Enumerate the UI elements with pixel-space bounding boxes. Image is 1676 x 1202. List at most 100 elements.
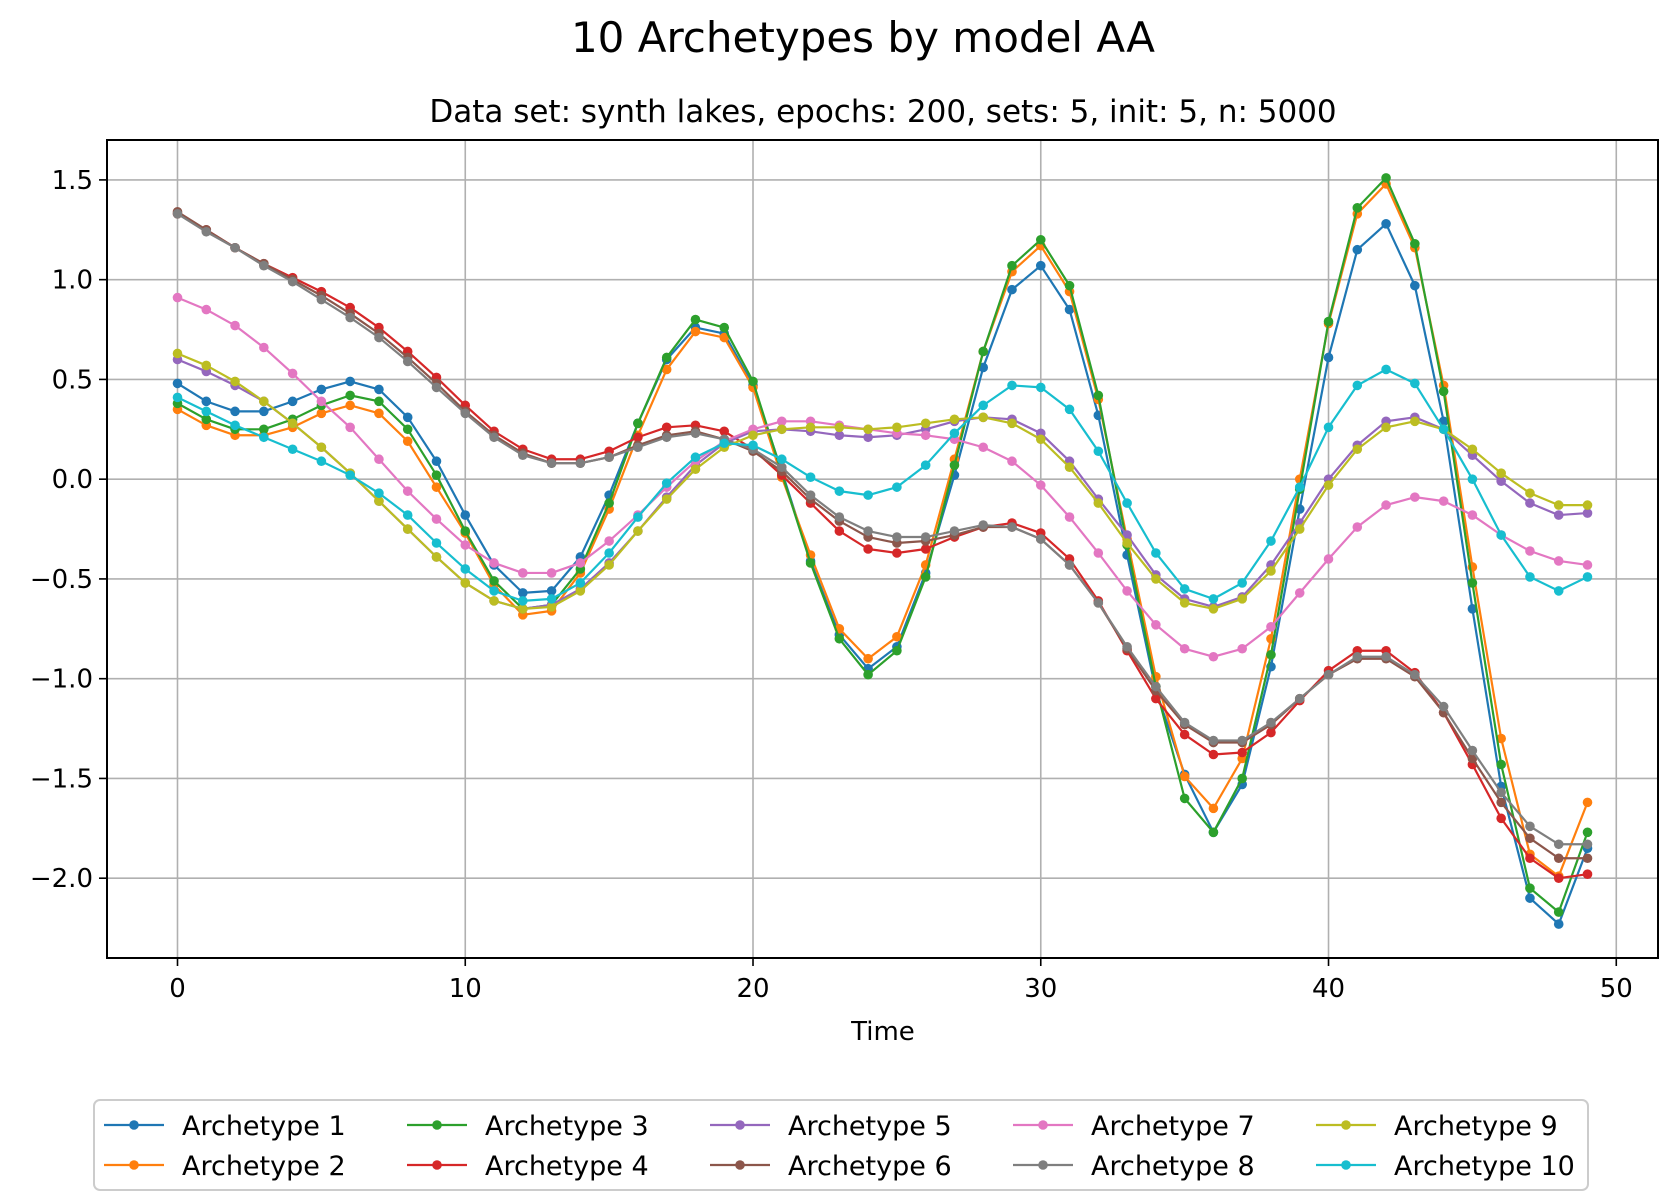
data-point bbox=[1179, 717, 1190, 728]
data-point bbox=[719, 426, 730, 437]
data-point bbox=[1122, 538, 1132, 548]
chart-subtitle: Data set: synth lakes, epochs: 200, sets… bbox=[429, 94, 1336, 130]
series-line bbox=[177, 368, 1588, 602]
plot-frame bbox=[106, 139, 1659, 959]
data-point bbox=[201, 406, 212, 417]
legend-swatch-marker bbox=[1341, 1120, 1351, 1130]
data-point bbox=[1410, 280, 1420, 291]
data-point bbox=[805, 490, 816, 500]
data-point bbox=[1467, 578, 1478, 588]
data-point bbox=[1179, 793, 1190, 804]
legend-item: Archetype 4 bbox=[407, 1151, 649, 1182]
legend-swatch-marker bbox=[735, 1160, 745, 1170]
data-point bbox=[719, 322, 730, 333]
data-point bbox=[230, 320, 240, 331]
data-point bbox=[1093, 446, 1104, 457]
legend-label: Archetype 2 bbox=[182, 1151, 346, 1182]
legend-swatch-marker bbox=[735, 1120, 745, 1130]
data-point bbox=[518, 450, 528, 461]
legend-item: Archetype 5 bbox=[710, 1111, 952, 1142]
data-point bbox=[920, 532, 931, 542]
data-point bbox=[1266, 649, 1276, 660]
data-point bbox=[1064, 560, 1075, 570]
data-point bbox=[287, 418, 298, 429]
data-point bbox=[431, 382, 442, 393]
data-point bbox=[949, 428, 960, 439]
data-point bbox=[978, 400, 989, 411]
data-point bbox=[518, 588, 528, 598]
data-point bbox=[1093, 598, 1104, 608]
data-point bbox=[287, 276, 298, 287]
data-point bbox=[1496, 476, 1506, 486]
data-point bbox=[863, 653, 873, 664]
data-point bbox=[1007, 260, 1017, 271]
x-tick-label: 50 bbox=[1600, 974, 1633, 1004]
data-point bbox=[1381, 219, 1391, 229]
data-point bbox=[489, 432, 499, 443]
data-point bbox=[546, 458, 557, 469]
data-point bbox=[460, 578, 471, 588]
data-point bbox=[1323, 316, 1334, 327]
data-point bbox=[978, 520, 989, 530]
legend-label: Archetype 7 bbox=[1091, 1111, 1255, 1142]
x-axis-label: Time bbox=[850, 1017, 915, 1047]
data-point bbox=[316, 384, 327, 395]
data-point bbox=[1582, 839, 1593, 850]
data-point bbox=[920, 460, 931, 471]
x-tick-label: 20 bbox=[736, 974, 769, 1004]
data-point bbox=[374, 408, 384, 419]
data-point bbox=[431, 538, 442, 548]
data-point bbox=[892, 422, 902, 433]
data-point bbox=[1410, 492, 1420, 502]
data-point bbox=[1381, 173, 1391, 183]
data-point bbox=[259, 342, 269, 353]
data-point bbox=[518, 604, 528, 614]
data-point bbox=[1237, 594, 1247, 604]
data-point bbox=[1410, 378, 1420, 389]
data-point bbox=[604, 548, 614, 558]
data-point bbox=[1525, 821, 1535, 832]
data-point bbox=[1352, 522, 1363, 532]
legend-swatch-marker bbox=[1341, 1160, 1351, 1170]
y-tick-label: −2.0 bbox=[30, 864, 93, 894]
data-point bbox=[1553, 510, 1564, 520]
data-point bbox=[1122, 586, 1132, 596]
legend-label: Archetype 1 bbox=[182, 1111, 346, 1142]
data-point bbox=[172, 378, 183, 389]
series-line bbox=[176, 212, 1588, 880]
data-point bbox=[1179, 598, 1190, 608]
data-point bbox=[1151, 693, 1161, 704]
data-point bbox=[316, 456, 327, 467]
data-point bbox=[1064, 304, 1075, 315]
data-point bbox=[776, 462, 787, 473]
data-point bbox=[834, 512, 845, 522]
data-point bbox=[661, 478, 672, 488]
data-point bbox=[1208, 827, 1219, 838]
legend-label: Archetype 9 bbox=[1394, 1111, 1558, 1142]
data-point bbox=[1208, 594, 1219, 604]
data-point bbox=[402, 510, 413, 520]
data-point bbox=[345, 312, 355, 323]
data-point bbox=[978, 442, 989, 453]
data-point bbox=[748, 430, 758, 441]
data-point bbox=[575, 586, 586, 596]
data-point bbox=[230, 376, 240, 387]
data-point bbox=[431, 470, 442, 480]
x-tick-label: 0 bbox=[169, 974, 186, 1004]
data-point bbox=[345, 422, 355, 433]
data-point bbox=[431, 552, 442, 562]
data-point bbox=[1064, 462, 1075, 473]
legend-label: Archetype 6 bbox=[788, 1151, 952, 1182]
data-point bbox=[575, 578, 586, 588]
legend-item: Archetype 6 bbox=[710, 1151, 952, 1182]
data-point bbox=[1553, 556, 1564, 566]
data-point bbox=[1352, 203, 1363, 213]
grid bbox=[107, 140, 1658, 958]
data-point bbox=[374, 384, 384, 395]
data-point bbox=[1294, 524, 1305, 534]
data-point bbox=[1381, 422, 1391, 433]
data-point bbox=[1208, 803, 1219, 814]
data-point bbox=[1553, 853, 1564, 864]
data-point bbox=[345, 390, 355, 401]
